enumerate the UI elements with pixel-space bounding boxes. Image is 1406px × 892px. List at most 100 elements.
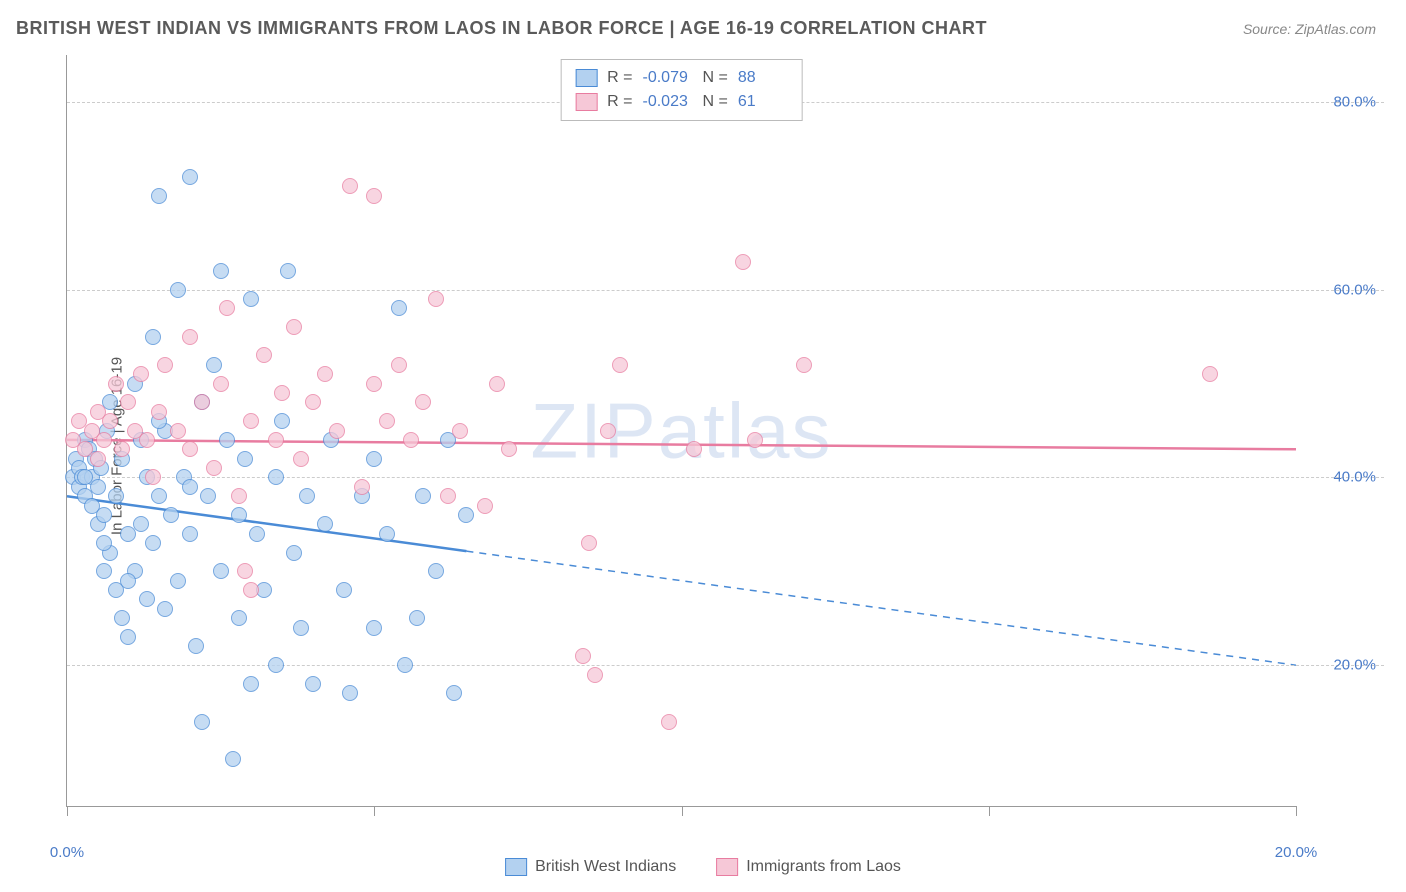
data-point — [145, 469, 161, 485]
trend-line-solid — [67, 440, 1296, 449]
data-point — [249, 526, 265, 542]
data-point — [151, 188, 167, 204]
data-point — [77, 469, 93, 485]
data-point — [182, 329, 198, 345]
x-tick-label: 20.0% — [1275, 844, 1318, 861]
data-point — [661, 714, 677, 730]
data-point — [293, 620, 309, 636]
data-point — [796, 357, 812, 373]
data-point — [317, 366, 333, 382]
data-point — [237, 451, 253, 467]
data-point — [366, 376, 382, 392]
data-point — [587, 667, 603, 683]
data-point — [336, 582, 352, 598]
data-point — [206, 357, 222, 373]
data-point — [188, 638, 204, 654]
data-point — [225, 751, 241, 767]
legend-r-label: R = — [607, 90, 632, 114]
legend-item: British West Indians — [505, 858, 676, 876]
data-point — [366, 451, 382, 467]
correlation-legend: R =-0.079N =88R =-0.023N =61 — [560, 59, 803, 121]
data-point — [274, 413, 290, 429]
legend-n-label: N = — [703, 90, 728, 114]
data-point — [96, 432, 112, 448]
data-point — [170, 573, 186, 589]
legend-row: R =-0.079N =88 — [575, 66, 788, 90]
x-tick — [682, 806, 683, 816]
x-tick-label: 0.0% — [50, 844, 84, 861]
data-point — [182, 441, 198, 457]
data-point — [108, 488, 124, 504]
gridline — [67, 477, 1384, 478]
data-point — [379, 526, 395, 542]
data-point — [96, 535, 112, 551]
x-tick — [67, 806, 68, 816]
data-point — [194, 394, 210, 410]
data-point — [114, 441, 130, 457]
data-point — [182, 479, 198, 495]
data-point — [428, 291, 444, 307]
legend-n-value: 88 — [738, 66, 788, 90]
data-point — [440, 488, 456, 504]
data-point — [409, 610, 425, 626]
data-point — [157, 357, 173, 373]
data-point — [268, 657, 284, 673]
data-point — [145, 329, 161, 345]
data-point — [612, 357, 628, 373]
data-point — [256, 347, 272, 363]
data-point — [366, 188, 382, 204]
data-point — [182, 169, 198, 185]
data-point — [243, 582, 259, 598]
data-point — [157, 601, 173, 617]
data-point — [329, 423, 345, 439]
data-point — [231, 507, 247, 523]
data-point — [391, 357, 407, 373]
data-point — [293, 451, 309, 467]
data-point — [379, 413, 395, 429]
y-tick-label: 80.0% — [1333, 93, 1376, 110]
source-attribution: Source: ZipAtlas.com — [1243, 21, 1376, 37]
data-point — [243, 676, 259, 692]
data-point — [600, 423, 616, 439]
plot-container: In Labor Force | Age 16-19 ZIPatlas R =-… — [38, 55, 1386, 837]
data-point — [120, 629, 136, 645]
data-point — [219, 300, 235, 316]
data-point — [151, 404, 167, 420]
data-point — [231, 610, 247, 626]
data-point — [96, 563, 112, 579]
scatter-plot: ZIPatlas R =-0.079N =88R =-0.023N =61 20… — [66, 55, 1296, 807]
legend-n-label: N = — [703, 66, 728, 90]
data-point — [305, 394, 321, 410]
legend-r-label: R = — [607, 66, 632, 90]
data-point — [120, 573, 136, 589]
trend-line-dashed — [466, 551, 1296, 665]
data-point — [366, 620, 382, 636]
data-point — [403, 432, 419, 448]
y-tick-label: 60.0% — [1333, 281, 1376, 298]
legend-n-value: 61 — [738, 90, 788, 114]
gridline — [67, 290, 1384, 291]
data-point — [280, 263, 296, 279]
data-point — [489, 376, 505, 392]
data-point — [133, 516, 149, 532]
data-point — [342, 178, 358, 194]
legend-item: Immigrants from Laos — [716, 858, 901, 876]
data-point — [170, 423, 186, 439]
legend-swatch — [716, 858, 738, 876]
data-point — [415, 488, 431, 504]
data-point — [747, 432, 763, 448]
data-point — [446, 685, 462, 701]
data-point — [268, 432, 284, 448]
data-point — [120, 394, 136, 410]
data-point — [139, 591, 155, 607]
data-point — [237, 563, 253, 579]
data-point — [243, 291, 259, 307]
data-point — [501, 441, 517, 457]
data-point — [194, 714, 210, 730]
data-point — [686, 441, 702, 457]
data-point — [317, 516, 333, 532]
data-point — [268, 469, 284, 485]
data-point — [114, 610, 130, 626]
data-point — [428, 563, 444, 579]
gridline — [67, 665, 1384, 666]
